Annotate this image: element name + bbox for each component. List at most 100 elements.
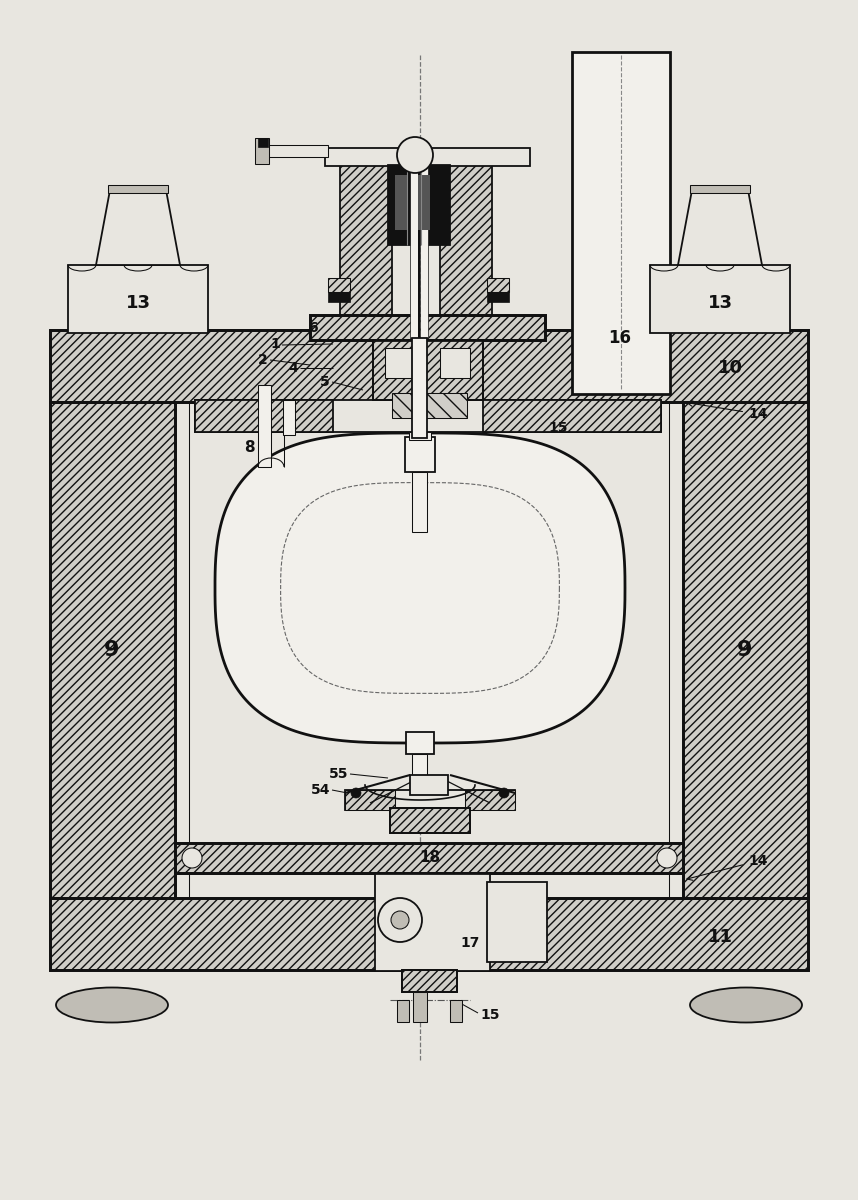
Bar bbox=[412, 472, 427, 532]
Bar bbox=[388, 164, 450, 245]
Bar bbox=[409, 432, 431, 440]
Bar bbox=[258, 385, 271, 467]
Bar bbox=[650, 265, 790, 332]
Bar bbox=[108, 185, 168, 193]
Bar bbox=[310, 314, 545, 340]
Circle shape bbox=[391, 911, 409, 929]
Bar bbox=[258, 138, 268, 146]
Bar bbox=[392, 392, 467, 418]
Bar bbox=[683, 402, 808, 898]
Bar bbox=[328, 278, 350, 292]
Circle shape bbox=[351, 788, 361, 798]
Text: 13: 13 bbox=[708, 294, 733, 312]
Bar bbox=[483, 400, 661, 432]
Text: 2: 2 bbox=[258, 353, 268, 367]
Polygon shape bbox=[678, 190, 762, 265]
Bar bbox=[340, 150, 392, 335]
Text: 18: 18 bbox=[420, 851, 440, 865]
Bar bbox=[397, 1000, 409, 1022]
Polygon shape bbox=[215, 433, 625, 743]
Bar bbox=[68, 265, 208, 332]
Text: SANITÀ: SANITÀ bbox=[418, 588, 473, 608]
Circle shape bbox=[657, 848, 677, 868]
Text: 1: 1 bbox=[270, 337, 280, 350]
Bar bbox=[402, 970, 457, 992]
Bar bbox=[390, 808, 470, 833]
Bar bbox=[325, 148, 530, 166]
Text: 8: 8 bbox=[245, 439, 255, 455]
Circle shape bbox=[397, 137, 433, 173]
Bar bbox=[410, 775, 448, 794]
Bar bbox=[450, 1000, 462, 1022]
Bar bbox=[310, 314, 545, 340]
Bar bbox=[385, 348, 415, 378]
Bar bbox=[283, 400, 295, 434]
Bar bbox=[412, 754, 427, 776]
Ellipse shape bbox=[690, 988, 802, 1022]
Text: ISTITUTO SVPERIORE DI: ISTITUTO SVPERIORE DI bbox=[347, 539, 523, 577]
Circle shape bbox=[378, 898, 422, 942]
Bar bbox=[418, 175, 430, 230]
Circle shape bbox=[499, 788, 509, 798]
Bar bbox=[175, 330, 189, 898]
Text: 3: 3 bbox=[415, 367, 425, 382]
Bar bbox=[405, 437, 435, 472]
Text: 54: 54 bbox=[311, 782, 330, 797]
Bar bbox=[175, 842, 683, 874]
Bar bbox=[195, 400, 333, 432]
Text: 15: 15 bbox=[480, 1008, 499, 1022]
Bar bbox=[255, 138, 269, 164]
Bar bbox=[412, 338, 427, 438]
Polygon shape bbox=[96, 190, 180, 265]
Text: 9: 9 bbox=[105, 640, 119, 660]
Bar bbox=[50, 330, 808, 402]
Bar bbox=[345, 790, 395, 810]
Text: 55: 55 bbox=[329, 767, 348, 781]
Text: 11: 11 bbox=[708, 928, 733, 946]
Bar bbox=[395, 175, 407, 230]
Text: 16: 16 bbox=[608, 329, 631, 347]
Bar bbox=[50, 330, 808, 402]
Bar bbox=[440, 150, 492, 335]
Bar bbox=[373, 340, 483, 400]
Text: 10: 10 bbox=[717, 359, 742, 377]
Bar bbox=[375, 874, 490, 971]
Bar bbox=[258, 145, 328, 157]
Bar bbox=[402, 970, 457, 992]
Bar bbox=[690, 185, 750, 193]
Ellipse shape bbox=[56, 988, 168, 1022]
Bar bbox=[50, 898, 808, 970]
Bar bbox=[413, 992, 427, 1022]
Bar bbox=[487, 292, 509, 302]
Text: 6: 6 bbox=[308, 320, 318, 335]
Bar bbox=[465, 790, 515, 810]
Circle shape bbox=[182, 848, 202, 868]
Bar bbox=[345, 790, 515, 810]
Bar bbox=[410, 148, 418, 338]
Text: 14: 14 bbox=[687, 854, 768, 881]
Text: 17: 17 bbox=[460, 936, 480, 950]
Bar bbox=[195, 400, 661, 432]
Bar bbox=[50, 402, 175, 898]
Bar bbox=[683, 402, 808, 898]
Text: 5: 5 bbox=[320, 374, 330, 389]
Bar bbox=[418, 148, 420, 338]
Bar bbox=[487, 278, 509, 292]
Bar bbox=[406, 732, 434, 754]
Bar bbox=[50, 402, 175, 898]
Bar bbox=[328, 292, 350, 302]
Text: 4: 4 bbox=[288, 361, 298, 374]
Bar bbox=[420, 148, 428, 338]
Bar bbox=[390, 808, 470, 833]
Bar bbox=[487, 882, 547, 962]
Bar bbox=[175, 842, 683, 874]
Text: 15: 15 bbox=[548, 421, 567, 434]
Bar bbox=[373, 340, 483, 400]
Bar bbox=[440, 348, 470, 378]
Text: 13: 13 bbox=[125, 294, 150, 312]
Text: 14: 14 bbox=[687, 401, 768, 421]
Bar bbox=[572, 52, 670, 394]
Text: 9: 9 bbox=[737, 640, 752, 660]
Bar bbox=[669, 330, 683, 898]
Bar bbox=[50, 898, 808, 970]
